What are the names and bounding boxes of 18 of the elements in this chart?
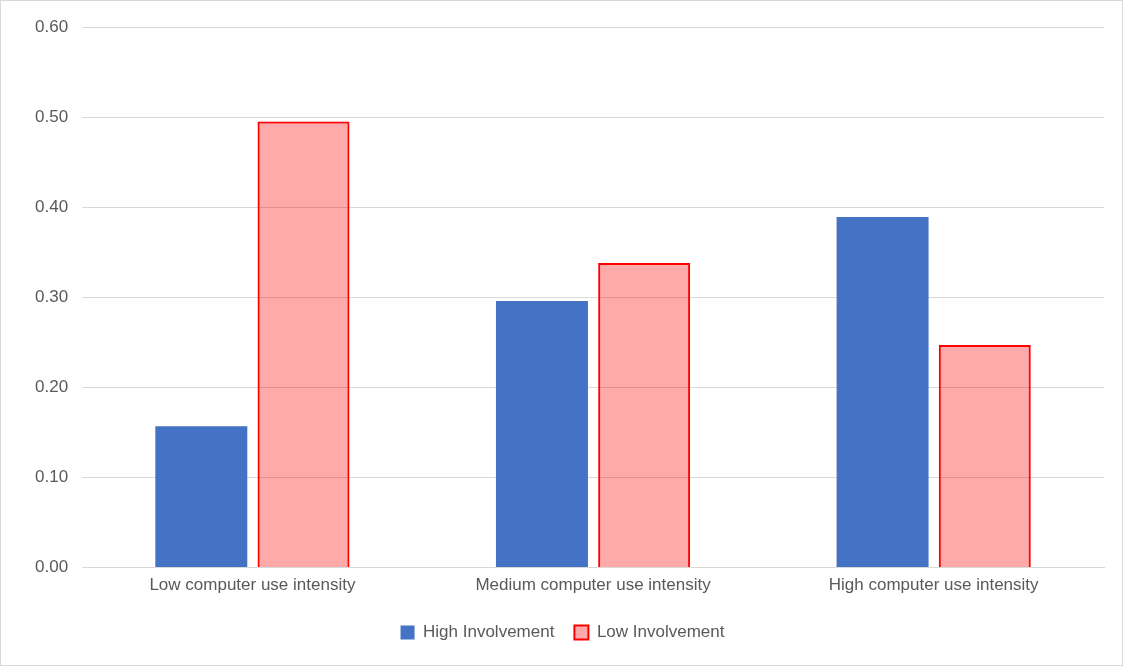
y-tick-label: 0.50 <box>34 106 69 126</box>
legend-label: Low Involvement <box>596 622 725 642</box>
y-tick-label: 0.40 <box>34 196 69 216</box>
y-tick-label: 0.10 <box>34 467 69 487</box>
y-tick-label: 0.30 <box>34 286 69 306</box>
bar <box>938 345 1031 568</box>
legend-label: High Involvement <box>423 622 555 642</box>
bar <box>836 217 929 568</box>
y-tick-label: 0.60 <box>34 16 69 36</box>
bar <box>598 263 691 568</box>
x-tick-label: Low computer use intensity <box>149 575 356 595</box>
x-tick-label: Medium computer use intensity <box>475 575 712 595</box>
bar <box>495 300 588 568</box>
bar <box>257 121 350 568</box>
x-tick-label: High computer use intensity <box>828 575 1040 595</box>
y-tick-label: 0.00 <box>34 557 69 577</box>
bar <box>155 426 248 568</box>
y-tick-label: 0.20 <box>34 377 69 397</box>
